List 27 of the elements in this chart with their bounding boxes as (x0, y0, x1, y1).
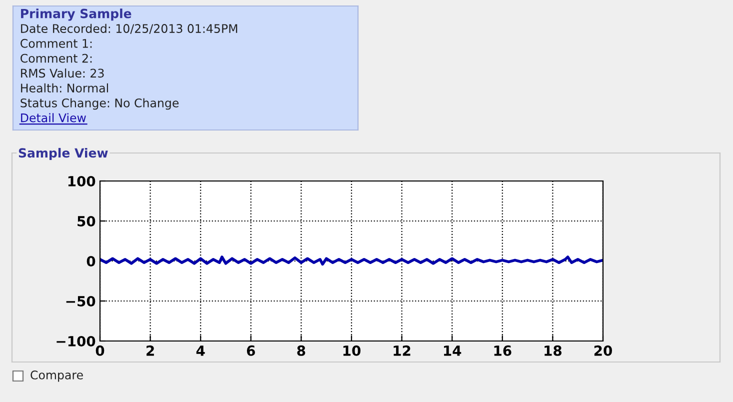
text: Comment 1: (20, 38, 92, 48)
x-tick-label: 2 (146, 345, 154, 356)
x-tick-label: 14 (444, 346, 462, 356)
text: Health: Normal (21, 83, 108, 93)
x-tick-label: 18 (544, 345, 562, 356)
y-tick-label: 0 (86, 256, 96, 266)
text: Compare (30, 370, 83, 382)
y-tick-label: 50 (78, 216, 96, 226)
x-tick-label: 16 (494, 345, 512, 356)
y-tick-label: −50 (66, 296, 96, 306)
x-tick-label: 8 (297, 345, 306, 356)
x-tick-label: 12 (394, 345, 410, 356)
text: Status Change: No Change (20, 98, 179, 110)
text: Date Recorded: 10/25/2013 01:45PM (21, 24, 238, 34)
x-tick-label: 10 (343, 345, 360, 356)
text: Detail View (21, 113, 86, 122)
x-tick-label: 20 (594, 345, 612, 356)
x-tick-label: 4 (196, 346, 205, 356)
text: RMS Value: 23 (21, 68, 104, 78)
y-tick-label: −100 (56, 336, 96, 346)
text: Comment 2: (20, 54, 92, 63)
line-series (100, 256, 603, 266)
y-tick-label: 100 (68, 176, 96, 186)
x-tick-label: 6 (246, 345, 255, 356)
x-tick-label: 0 (96, 345, 104, 356)
chart-title: Sample View (18, 148, 108, 160)
text: Primary Sample (21, 8, 132, 21)
